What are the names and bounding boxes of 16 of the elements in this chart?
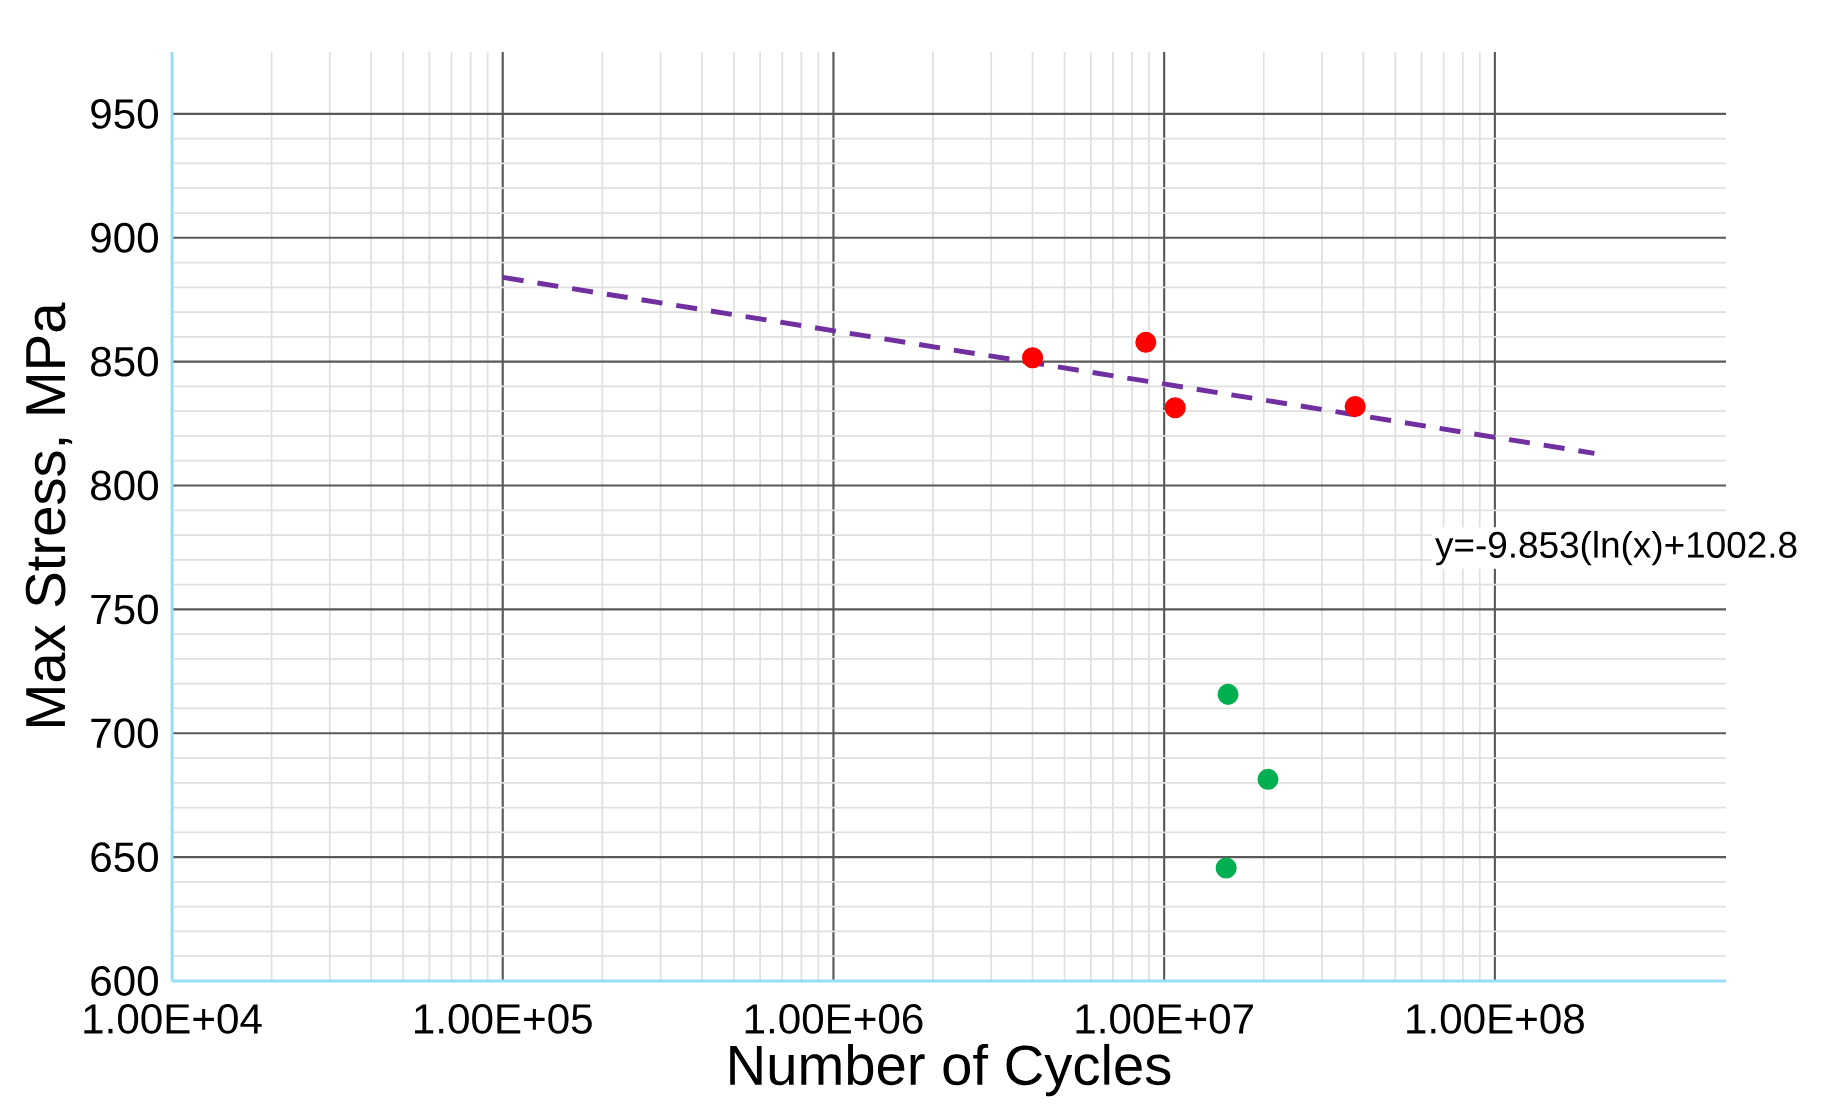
x-tick-label: 1.00E+05 [415,1003,592,1034]
x-tick-label: 1.00E+07 [1076,1003,1253,1034]
y-tick-label: 900 [91,222,158,253]
y-tick-label: 950 [91,99,158,129]
y-tick-label: 600 [91,966,158,996]
x-tick-label: 1.00E+08 [1407,1003,1584,1034]
y-tick-label: 800 [91,470,158,501]
annotation: y=-9.853(ln(x)+1002.8 [1435,530,1797,566]
x-tick-label: 1.00E+06 [745,1003,923,1034]
y-tick-label: 700 [91,718,158,749]
y-tick-label: 750 [91,594,158,625]
y-tick-label: 650 [91,842,158,873]
x-tick-label: 1.00E+04 [84,1003,262,1034]
x-axis-title: Number of Cycles [730,1043,1171,1097]
y-axis-title: Max Stress, MPa [25,302,73,726]
y-tick-label: 850 [91,346,158,377]
